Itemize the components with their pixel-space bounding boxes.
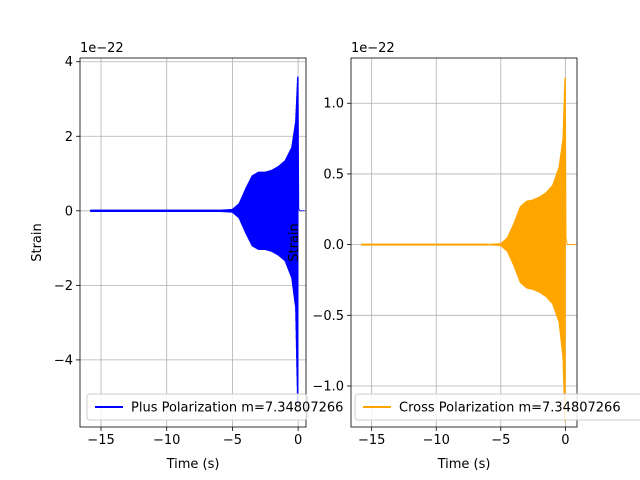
y-tick-label: 0.0 [323, 238, 344, 253]
axes-frame [350, 57, 578, 428]
y-tick-label: −4 [54, 353, 73, 368]
x-tick-label: −5 [491, 433, 510, 448]
series-line [360, 77, 576, 422]
y-tick-label: 2 [65, 130, 73, 145]
legend-box [354, 393, 640, 421]
y-offset-label: 1e−22 [80, 41, 124, 56]
y-axis-label: Strain [30, 223, 45, 262]
x-tick-label: 0 [561, 433, 569, 448]
y-tick-label: −2 [54, 279, 73, 294]
legend-box [86, 393, 308, 421]
right-subplot: −15 −10 −5 0 −1.0 −0.5 0.0 0.5 1.0 1e−22 Time (s) S… [287, 41, 640, 472]
left-subplot: −15 −10 −5 0 −4 −2 0 2 4 1e−22 Time (s) Strain Plus … [30, 41, 343, 472]
legend-label: Plus Polarization m=7.34807266 [131, 401, 343, 416]
y-tick-label: −0.5 [312, 309, 344, 324]
x-tick-label: −10 [423, 433, 450, 448]
x-tick-label: 0 [294, 433, 302, 448]
x-tick-label: −15 [87, 433, 114, 448]
legend-label: Cross Polarization m=7.34807266 [399, 401, 621, 416]
x-tick-label: −15 [358, 433, 385, 448]
y-tick-label: 1.0 [323, 97, 344, 112]
y-axis-label: Strain [287, 223, 302, 262]
series-line [90, 76, 305, 405]
y-tick-label: 0 [65, 204, 73, 219]
x-tick-label: −5 [223, 433, 242, 448]
y-tick-label: −1.0 [312, 380, 344, 395]
y-offset-label: 1e−22 [351, 41, 395, 56]
axes-frame [79, 57, 307, 428]
x-tick-label: −10 [153, 433, 180, 448]
x-axis-label: Time (s) [166, 457, 220, 472]
x-axis-label: Time (s) [437, 457, 491, 472]
y-tick-label: 0.5 [323, 167, 344, 182]
y-tick-label: 4 [65, 55, 73, 70]
